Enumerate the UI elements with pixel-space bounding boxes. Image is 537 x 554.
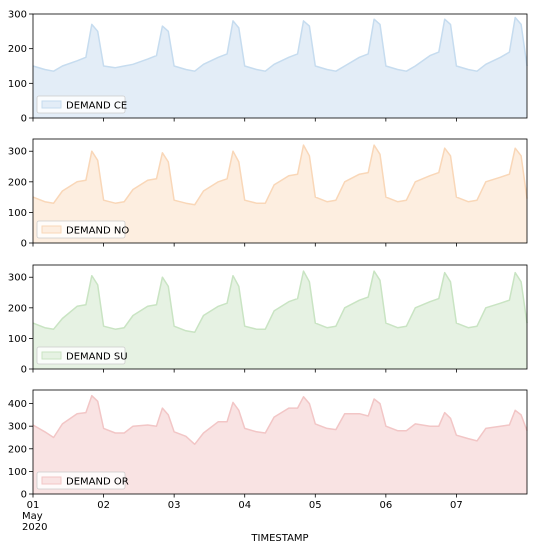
x-tick-label: 01 (27, 500, 40, 511)
legend-swatch (41, 100, 62, 109)
legend-label: DEMAND SU (66, 352, 128, 363)
legend-box (36, 346, 126, 365)
legend: DEMAND OR (36, 471, 129, 490)
y-tick-label: 0 (21, 114, 27, 125)
panel-frame (32, 138, 528, 244)
y-tick-label: 300 (8, 273, 27, 284)
legend-box (36, 471, 126, 490)
panel-frame (32, 13, 528, 119)
y-tick-label: 400 (8, 399, 27, 410)
x-tick-label: 2020 (22, 522, 47, 533)
y-tick-label: 300 (8, 10, 27, 21)
y-tick-label: 200 (8, 44, 27, 55)
y-tick-label: 200 (8, 177, 27, 188)
y-tick-label: 100 (8, 334, 27, 345)
legend-label: DEMAND CE (66, 101, 127, 112)
panel-4: 0 100 200 300 400 DEMAND OR (8, 389, 528, 501)
y-tick-label: 300 (8, 422, 27, 433)
x-axis-label: TIMESTAMP (250, 533, 308, 544)
area-fill (33, 271, 527, 369)
y-tick-label: 0 (21, 490, 27, 501)
panel-frame (32, 264, 528, 370)
legend-box (36, 95, 126, 114)
legend-label: DEMAND NO (66, 226, 129, 237)
panel-3: 0 100 200 300 DEMAND SU (8, 264, 528, 376)
area-line (32, 394, 528, 446)
y-tick-label: 100 (8, 208, 27, 219)
y-tick-label: 0 (21, 239, 27, 250)
area-fill (33, 395, 527, 494)
legend-swatch (41, 351, 62, 360)
y-tick-label: 0 (21, 365, 27, 376)
area-fill (33, 145, 527, 243)
legend-swatch (41, 225, 62, 234)
y-tick-label: 100 (8, 79, 27, 90)
x-tick-label: 05 (309, 500, 322, 511)
legend: DEMAND SU (36, 346, 128, 365)
x-tick-label: 04 (238, 500, 251, 511)
panel-2: 0 100 200 300 DEMAND NO (8, 138, 528, 250)
x-tick-label: 06 (379, 500, 392, 511)
legend-label: DEMAND OR (66, 477, 129, 488)
area-fill (33, 17, 527, 118)
area-line (32, 270, 528, 334)
panel-frame (32, 389, 528, 495)
y-tick-label: 300 (8, 147, 27, 158)
legend: DEMAND NO (36, 220, 129, 239)
area-line (32, 144, 528, 206)
x-tick-label: 03 (168, 500, 181, 511)
y-tick-label: 100 (8, 467, 27, 478)
y-tick-label: 200 (8, 444, 27, 455)
y-tick-label: 200 (8, 303, 27, 314)
area-line (32, 16, 528, 72)
x-tick-label: 02 (97, 500, 110, 511)
legend-box (36, 220, 126, 239)
legend: DEMAND CE (36, 95, 127, 114)
panel-1: 0 100 200 300 DEMAND CE (8, 10, 528, 125)
x-tick-label: 07 (450, 500, 463, 511)
legend-swatch (41, 476, 62, 485)
x-tick-label: May (22, 511, 43, 522)
